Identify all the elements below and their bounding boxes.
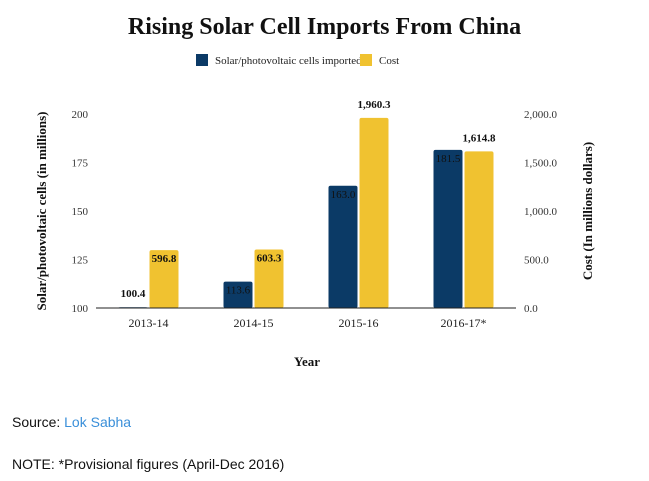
y-tick-label: 175	[72, 158, 89, 170]
y-tick-label: 150	[72, 206, 89, 218]
bar-chart: Solar/photovoltaic cells imported Cost 100…	[34, 54, 595, 369]
legend-label-0: Solar/photovoltaic cells imported	[215, 55, 362, 67]
x-tick-label: 2013-14	[129, 316, 169, 330]
source-line: Source: Lok Sabha	[12, 414, 131, 430]
x-tick-label: 2014-15	[234, 316, 274, 330]
data-label-cells: 163.0	[331, 189, 356, 201]
x-tick-label: 2016-17*	[441, 316, 487, 330]
data-label-cost: 603.3	[257, 252, 282, 264]
bar-cost	[149, 250, 179, 308]
data-label-cells: 100.4	[121, 288, 146, 300]
x-tick-label: 2015-16	[339, 316, 379, 330]
y2-tick-label: 0.0	[524, 303, 538, 315]
y-tick-label: 200	[72, 109, 89, 121]
y2-tick-label: 1,500.0	[524, 158, 558, 170]
y-tick-label: 100	[72, 303, 89, 315]
note-text: NOTE: *Provisional figures (April-Dec 20…	[12, 456, 285, 472]
y2-axis-title: Cost (In millions dollars)	[580, 142, 595, 280]
bar-cells	[223, 281, 253, 308]
y2-tick-label: 500.0	[524, 255, 549, 267]
source-label: Source:	[12, 414, 61, 430]
bar-cells	[433, 149, 463, 308]
y2-tick-label: 2,000.0	[524, 109, 558, 121]
bar-cells	[328, 185, 358, 308]
y-tick-label: 125	[72, 255, 89, 267]
x-axis-title: Year	[294, 354, 320, 369]
data-label-cost: 1,614.8	[463, 132, 497, 144]
legend-label-1: Cost	[379, 55, 399, 67]
bar-cost	[464, 151, 494, 308]
chart-title: Rising Solar Cell Imports From China	[127, 14, 522, 40]
data-label-cells: 113.6	[226, 285, 251, 297]
data-label-cost: 596.8	[152, 253, 177, 265]
y2-tick-label: 1,000.0	[524, 206, 558, 218]
legend-swatch-1	[360, 54, 372, 66]
data-label-cells: 181.5	[436, 153, 461, 165]
source-link[interactable]: Lok Sabha	[64, 414, 132, 430]
bar-cost	[359, 117, 389, 309]
legend-swatch-0	[196, 54, 208, 66]
data-label-cost: 1,960.3	[358, 99, 392, 111]
y-axis-title: Solar/photovoltaic cells (in millions)	[34, 112, 49, 311]
bar-cost	[254, 249, 284, 308]
